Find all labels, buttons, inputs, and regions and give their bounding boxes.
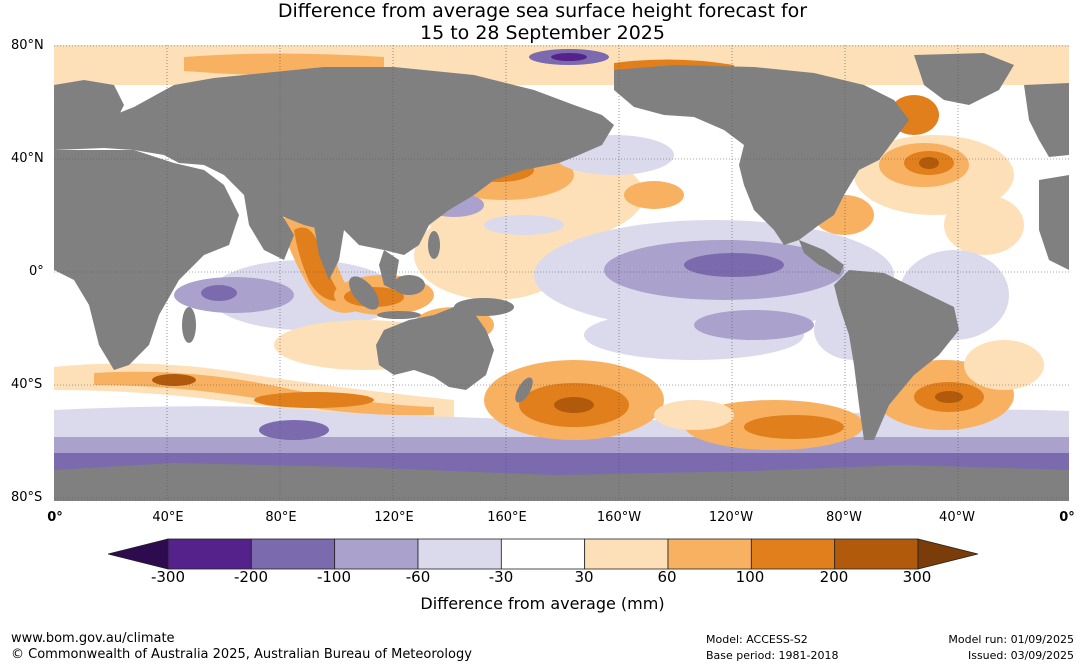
lon-label-120e: 120°E <box>374 510 414 525</box>
legend-color-swatch <box>500 538 586 570</box>
lat-label-80n: 80°N <box>11 38 44 53</box>
legend-color-swatch <box>417 538 502 570</box>
lon-label-40w: 40°W <box>939 510 975 525</box>
land-masses <box>54 53 1069 501</box>
legend-tick-label: 60 <box>657 568 677 586</box>
legend-tick-label: -30 <box>488 568 514 586</box>
land-arabia <box>244 195 294 260</box>
legend-tick-label: -200 <box>233 568 269 586</box>
lon-label-0-west: 0° <box>47 510 63 525</box>
land-europe <box>54 80 124 135</box>
lon-label-120w: 120°W <box>708 510 754 525</box>
footer-url[interactable]: www.bom.gov.au/climate <box>11 631 175 646</box>
legend-tick-label: -100 <box>316 568 352 586</box>
land-philippines <box>428 231 440 259</box>
legend-tick-label: 300 <box>902 568 932 586</box>
land-greenland <box>914 53 1014 105</box>
land-india <box>314 225 344 280</box>
anomaly-region <box>935 391 963 403</box>
map-gridlines <box>54 45 1069 501</box>
map-title-line-2: 15 to 28 September 2025 <box>420 22 665 44</box>
anomaly-region <box>554 397 594 413</box>
legend-color-swatch <box>167 538 252 570</box>
land-sumatra <box>349 276 379 310</box>
legend-extend-low <box>108 538 169 570</box>
lon-label-80w: 80°W <box>826 510 862 525</box>
lat-label-equator: 0° <box>29 264 44 279</box>
land-south-america <box>834 270 959 440</box>
legend-tick-label: 100 <box>735 568 765 586</box>
anomaly-region <box>654 400 734 430</box>
lat-label-80s: 80°S <box>11 490 43 505</box>
anomaly-region <box>201 285 237 301</box>
map-title-line-1: Difference from average sea surface heig… <box>277 0 808 22</box>
legend-color-swatch <box>667 538 752 570</box>
lon-label-160e: 160°E <box>487 510 527 525</box>
land-java <box>377 311 421 319</box>
legend-color-swatch <box>584 538 669 570</box>
land-antarctica <box>54 463 1069 501</box>
anomaly-region <box>944 195 1024 255</box>
land-africa-east <box>1039 175 1069 270</box>
lon-label-80e: 80°E <box>265 510 297 525</box>
lon-label-40e: 40°E <box>152 510 184 525</box>
legend-color-swatch <box>250 538 336 570</box>
anomaly-region <box>294 227 344 301</box>
land-europe-east <box>1024 83 1069 157</box>
anomaly-region <box>684 253 784 277</box>
land-new-zealand <box>515 377 533 403</box>
anomaly-region <box>624 181 684 209</box>
legend-tick-label: 200 <box>819 568 849 586</box>
anomaly-region <box>744 415 844 439</box>
legend-extend-high <box>917 538 978 570</box>
lat-label-40n: 40°N <box>11 151 44 166</box>
lat-label-40s: 40°S <box>11 377 43 392</box>
legend-tick-label: -300 <box>150 568 186 586</box>
legend-color-swatch <box>834 538 919 570</box>
anomaly-region <box>964 340 1044 390</box>
anomaly-region <box>152 374 196 386</box>
land-borneo <box>393 275 425 295</box>
footer-model: Model: ACCESS-S2 <box>706 633 808 646</box>
legend-color-swatch <box>750 538 836 570</box>
land-north-america <box>614 65 909 245</box>
land-madagascar <box>182 307 196 343</box>
color-legend-bar <box>108 538 978 570</box>
lon-label-0-east: 0° <box>1059 510 1075 525</box>
anomaly-region <box>254 392 374 408</box>
sea-surface-height-map <box>54 45 1069 501</box>
anomaly-region <box>919 157 939 169</box>
land-central-america <box>799 240 844 275</box>
land-australia <box>376 307 494 390</box>
anomaly-region <box>259 420 329 440</box>
footer-model-run: Model run: 01/09/2025 <box>948 633 1074 646</box>
anomaly-region <box>551 53 587 61</box>
anomaly-region <box>694 310 814 340</box>
footer-issued: Issued: 03/09/2025 <box>967 649 1074 662</box>
anomaly-region <box>484 215 564 235</box>
legend-title: Difference from average (mm) <box>420 594 665 613</box>
land-africa <box>54 150 239 370</box>
footer-base-period: Base period: 1981-2018 <box>706 649 839 662</box>
land-eurasia <box>54 67 614 255</box>
lon-label-160w: 160°W <box>596 510 642 525</box>
legend-color-swatch <box>334 538 419 570</box>
legend-tick-label: -60 <box>405 568 431 586</box>
legend-tick-label: 30 <box>574 568 594 586</box>
land-indochina <box>379 250 399 290</box>
land-japan <box>436 160 459 193</box>
footer-copyright: © Commonwealth of Australia 2025, Austra… <box>11 647 472 662</box>
